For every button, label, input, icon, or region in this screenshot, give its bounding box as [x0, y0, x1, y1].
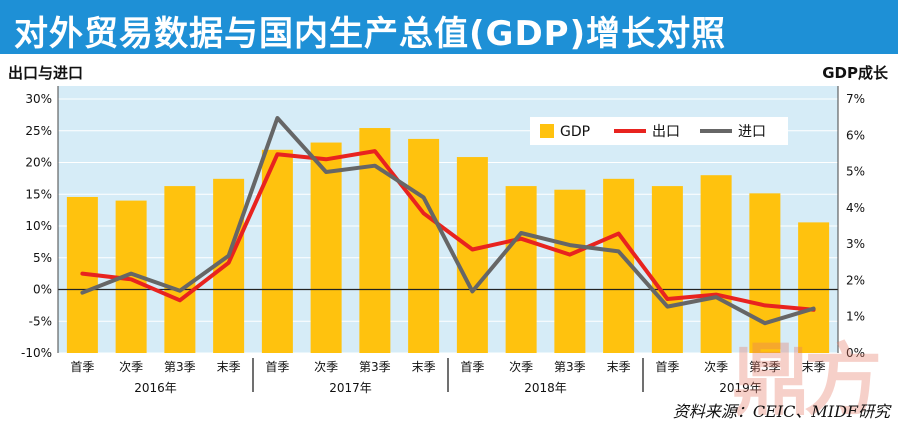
category-label: 次季 [509, 360, 533, 374]
year-label: 2016年 [134, 381, 177, 395]
legend-label-import: 进口 [738, 124, 766, 140]
category-label: 次季 [704, 360, 728, 374]
category-label: 第3季 [164, 360, 196, 374]
gdp-bar [554, 189, 586, 353]
gdp-bar [456, 157, 488, 353]
right-tick-label: 1% [846, 310, 865, 324]
chart-title: 对外贸易数据与国内生产总值(GDP)增长对照 [14, 14, 727, 54]
gdp-bar [261, 149, 293, 353]
category-label: 首季 [460, 360, 484, 374]
category-label: 末季 [412, 360, 436, 374]
legend-swatch-gdp [540, 124, 554, 138]
right-tick-label: 4% [846, 201, 865, 215]
gdp-bar [798, 222, 830, 353]
gdp-bar [651, 186, 683, 353]
left-tick-label: 0% [33, 283, 52, 297]
right-axis-label: GDP成长 [822, 64, 888, 82]
right-tick-label: 2% [846, 273, 865, 287]
legend-box [530, 117, 788, 145]
category-label: 末季 [802, 360, 826, 374]
left-tick-label: 20% [25, 156, 52, 170]
gdp-bar [164, 186, 196, 353]
import-line [80, 116, 816, 326]
legend-label-gdp: GDP [560, 124, 590, 140]
year-label: 2018年 [524, 381, 567, 395]
left-tick-label: 30% [25, 92, 52, 106]
left-tick-label: -5% [29, 314, 52, 328]
left-tick-label: -10% [21, 346, 52, 360]
year-label: 2019年 [719, 381, 762, 395]
right-tick-label: 5% [846, 165, 865, 179]
category-label: 首季 [265, 360, 289, 374]
left-tick-label: 10% [25, 219, 52, 233]
gdp-bar [213, 178, 245, 353]
category-label: 首季 [70, 360, 94, 374]
legend-label-export: 出口 [652, 124, 680, 140]
right-tick-label: 6% [846, 128, 865, 142]
gdp-bar [749, 193, 781, 353]
left-tick-label: 5% [33, 251, 52, 265]
left-tick-label: 15% [25, 187, 52, 201]
right-tick-label: 3% [846, 237, 865, 251]
category-label: 第3季 [554, 360, 586, 374]
category-label: 末季 [607, 360, 631, 374]
category-label: 次季 [314, 360, 338, 374]
category-label: 次季 [119, 360, 143, 374]
year-label: 2017年 [329, 381, 372, 395]
left-tick-label: 25% [25, 124, 52, 138]
category-label: 第3季 [749, 360, 781, 374]
category-label: 首季 [655, 360, 679, 374]
watermark-logo: 鼎方 [732, 335, 882, 426]
gdp-bar [505, 186, 537, 353]
gdp-bar [700, 175, 732, 353]
source-note: 资料来源：CEIC、MIDF研究 [672, 402, 890, 421]
title-bar: 对外贸易数据与国内生产总值(GDP)增长对照 [0, 0, 898, 54]
gdp-bar [408, 138, 440, 353]
right-tick-label: 7% [846, 92, 865, 106]
gdp-bar [310, 142, 342, 353]
category-label: 末季 [217, 360, 241, 374]
category-label: 第3季 [359, 360, 391, 374]
left-axis-label: 出口与进口 [8, 64, 84, 82]
right-tick-label: 0% [846, 346, 865, 360]
export-line [80, 149, 816, 312]
